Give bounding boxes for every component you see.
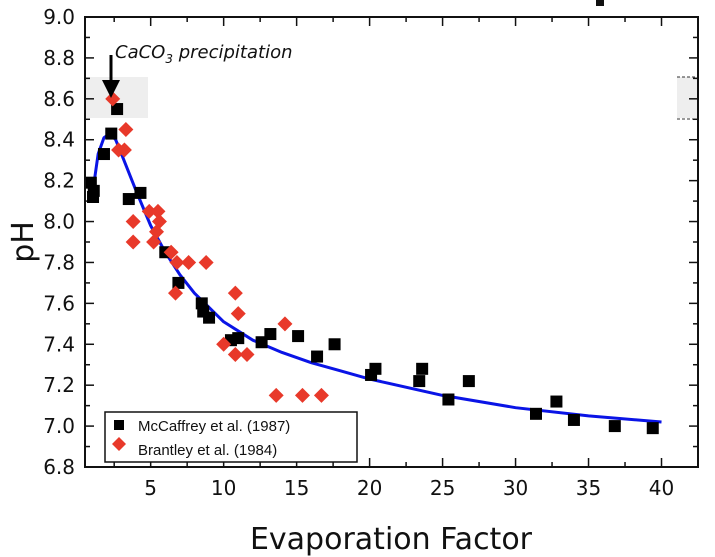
legend-label-brantley: Brantley et al. (1984) — [138, 442, 277, 459]
brantley-point — [294, 387, 310, 403]
brantley-point — [105, 91, 121, 107]
y-tick-label: 8.6 — [43, 87, 75, 111]
brantley-point — [169, 254, 185, 270]
brantley-point — [141, 203, 157, 219]
mccaffrey-point — [462, 375, 475, 388]
brantley-point — [146, 234, 162, 250]
mccaffrey-point — [413, 375, 426, 388]
y-tick-label: 7.2 — [43, 373, 75, 397]
legend-square-marker — [114, 420, 124, 430]
brantley-point — [313, 387, 329, 403]
x-tick-label: 30 — [503, 476, 528, 500]
plot-frame — [84, 16, 699, 468]
mccaffrey-point — [97, 148, 110, 161]
y-axis-label: pH — [6, 221, 41, 263]
mccaffrey-point — [646, 422, 659, 435]
brantley-point — [181, 254, 197, 270]
mccaffrey-point — [311, 350, 324, 363]
mccaffrey-point — [442, 393, 455, 406]
mccaffrey-point — [87, 184, 100, 197]
x-tick-label: 20 — [357, 476, 382, 500]
legend: McCaffrey et al. (1987) Brantley et al. … — [104, 411, 358, 463]
brantley-point — [227, 347, 243, 362]
mccaffrey-point — [232, 332, 245, 345]
mccaffrey-point — [292, 330, 305, 343]
brantley-point — [198, 254, 214, 270]
x-axis-label: Evaporation Factor — [250, 522, 533, 557]
mccaffrey-point — [608, 420, 621, 433]
mccaffrey-point — [111, 103, 124, 116]
mccaffrey-point — [203, 311, 216, 324]
x-tick-label: 10 — [211, 476, 236, 500]
legend-diamond-marker — [112, 437, 126, 451]
brantley-point — [268, 387, 284, 403]
y-tick-label: 7.4 — [43, 332, 75, 356]
x-tick-label: 5 — [144, 476, 157, 500]
annotation: CaCO3 precipitation — [102, 42, 293, 98]
brantley-point — [163, 244, 179, 260]
brantley-point — [227, 285, 243, 301]
y-tick-label: 7.6 — [43, 291, 75, 315]
y-tick-label: 7.8 — [43, 250, 75, 274]
mccaffrey-point — [328, 338, 341, 351]
y-tick-label: 8.0 — [43, 210, 75, 234]
mccaffrey-point — [134, 186, 147, 199]
y-tick-label: 8.2 — [43, 169, 75, 193]
brantley-point — [116, 142, 132, 158]
brantley-point — [125, 214, 141, 230]
brantley-point — [230, 306, 246, 322]
y-tick-label: 8.8 — [43, 46, 75, 70]
mccaffrey-point — [264, 328, 277, 341]
brantley-point — [239, 347, 255, 362]
x-tick-label: 15 — [284, 476, 309, 500]
y-tick-label: 8.4 — [43, 128, 75, 152]
y-tick-label: 9.0 — [43, 5, 75, 29]
x-tick-label: 25 — [430, 476, 455, 500]
x-tick-label: 35 — [576, 476, 601, 500]
y-tick-label: 6.8 — [43, 455, 75, 479]
brantley-point — [167, 285, 183, 301]
clipped-top-artifact — [596, 0, 604, 6]
legend-box — [104, 411, 358, 463]
mccaffrey-point — [105, 127, 118, 140]
mccaffrey-point — [550, 395, 563, 408]
legend-label-mccaffrey: McCaffrey et al. (1987) — [138, 418, 290, 435]
mccaffrey-point — [369, 362, 382, 375]
mccaffrey-point — [416, 362, 429, 375]
brantley-point — [118, 122, 134, 137]
mccaffrey-point — [122, 193, 135, 206]
brantley-point — [125, 234, 141, 250]
x-tick-label: 40 — [649, 476, 674, 500]
mccaffrey-point — [529, 407, 542, 420]
brantley-point — [277, 316, 293, 332]
brantley-point — [216, 336, 232, 352]
arrow-down-icon — [102, 80, 120, 98]
annotation-text: CaCO3 precipitation — [115, 42, 293, 66]
mccaffrey-point — [567, 413, 580, 426]
shaded-band-right — [677, 77, 698, 118]
brantley-point — [150, 203, 166, 219]
y-tick-label: 7.0 — [43, 414, 75, 438]
